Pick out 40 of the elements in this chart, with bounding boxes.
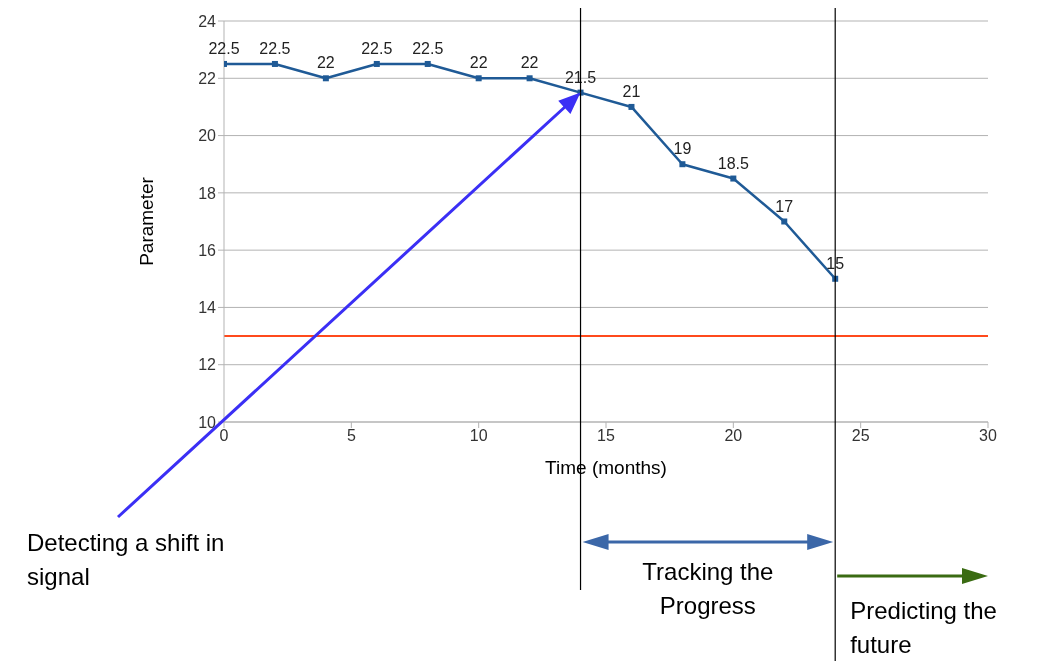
y-tick-label: 10 xyxy=(198,413,217,431)
data-label: 19 xyxy=(673,140,692,158)
point xyxy=(526,75,533,82)
data-label: 21 xyxy=(622,82,641,100)
x-tick-label: 5 xyxy=(346,427,356,445)
text: Predicting the future xyxy=(850,596,998,660)
x-tick-label: 25 xyxy=(851,427,870,445)
y-axis-title: Parameter xyxy=(135,176,157,266)
data-label: 22 xyxy=(520,54,539,72)
text: Detecting a shift in signal xyxy=(27,528,226,592)
x-tick-label: 15 xyxy=(597,427,615,445)
y-tick-label: 20 xyxy=(198,127,217,145)
y-tick-label: 12 xyxy=(198,356,217,374)
data-label: 22.5 xyxy=(259,39,291,57)
x-tick-label: 30 xyxy=(979,427,997,445)
point xyxy=(679,161,686,168)
data-label: 22 xyxy=(469,54,488,72)
y-tick-label: 14 xyxy=(198,299,217,317)
point xyxy=(271,60,278,67)
data-label: 22.5 xyxy=(361,39,393,57)
y-tick-label: 18 xyxy=(198,184,217,202)
point xyxy=(781,218,788,225)
point xyxy=(373,60,380,67)
point xyxy=(322,75,329,82)
data-label: 18.5 xyxy=(717,154,750,172)
y-tick-label: 16 xyxy=(198,241,217,259)
y-tick-label: 22 xyxy=(198,69,217,87)
text: Tracking the Progress xyxy=(641,557,775,621)
y-tick-label: 24 xyxy=(198,12,217,30)
data-label: 22.5 xyxy=(208,39,240,57)
x-tick-label: 10 xyxy=(469,427,488,445)
data-label: 22 xyxy=(316,54,335,72)
data-label: 17 xyxy=(775,197,794,215)
point xyxy=(730,175,737,182)
x-tick-label: 0 xyxy=(219,427,229,445)
point xyxy=(475,75,482,82)
point xyxy=(424,60,431,67)
point xyxy=(628,103,635,110)
x-tick-label: 20 xyxy=(724,427,743,445)
data-label: 22.5 xyxy=(412,39,444,57)
